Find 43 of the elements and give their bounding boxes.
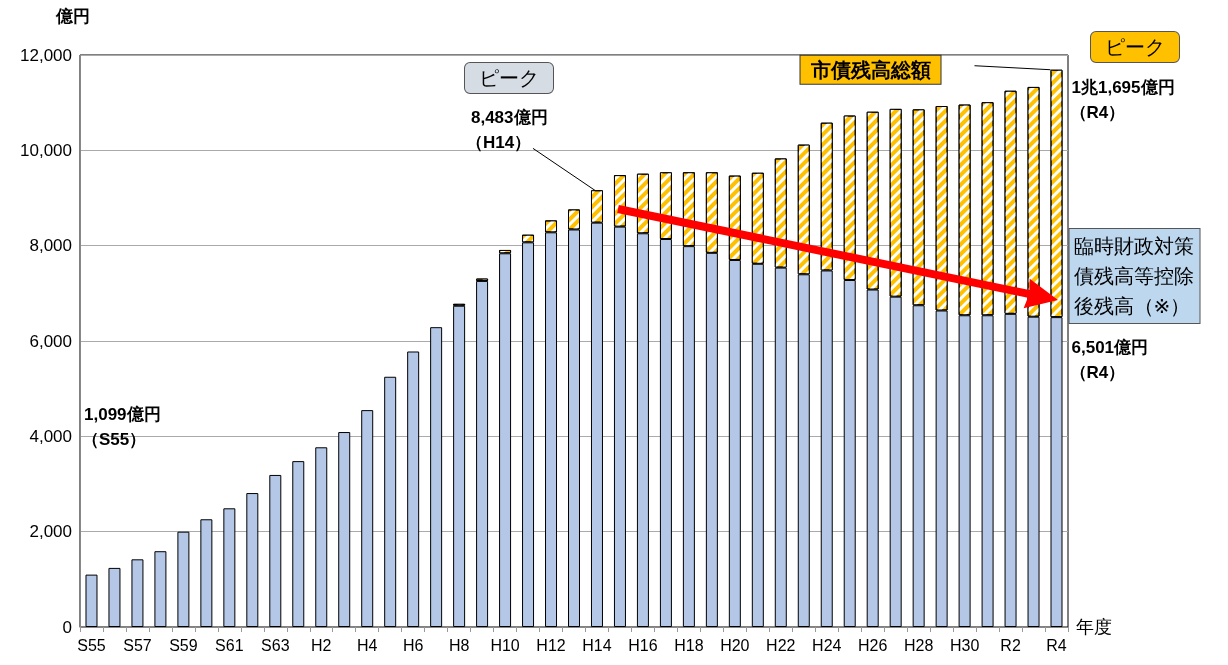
x-tick-label: H28 bbox=[903, 636, 934, 654]
annotation: ピーク bbox=[479, 67, 539, 89]
annotation: 1,099億円 bbox=[84, 404, 161, 424]
x-tick-label: H20 bbox=[720, 636, 750, 654]
x-tick-label: S55 bbox=[77, 636, 106, 654]
x-axis-title: 年度 bbox=[1076, 617, 1112, 637]
x-tick-label: S63 bbox=[261, 636, 290, 654]
x-tick-label: H16 bbox=[628, 636, 658, 654]
x-tick-label: H6 bbox=[402, 636, 424, 654]
y-tick-label: 0 bbox=[62, 617, 72, 637]
legend-label: 市債残高総額 bbox=[809, 58, 931, 81]
y-tick-label: 8,000 bbox=[29, 236, 72, 256]
x-tick-label: H2 bbox=[311, 636, 332, 654]
x-tick-label: S61 bbox=[215, 636, 244, 654]
y-tick-label: 4,000 bbox=[29, 426, 72, 446]
x-tick-label: H8 bbox=[448, 636, 470, 654]
x-tick-label: S57 bbox=[123, 636, 152, 654]
x-tick-label: H22 bbox=[766, 636, 796, 654]
y-axis-title: 億円 bbox=[55, 7, 90, 26]
y-tick-label: 12,000 bbox=[20, 45, 72, 65]
x-tick-label: H18 bbox=[674, 636, 704, 654]
x-tick-label: H4 bbox=[356, 636, 378, 654]
annotation: （H14） bbox=[466, 132, 532, 152]
series-label: 臨時財政対策債残高等控除後残高（※） bbox=[1073, 235, 1194, 318]
x-tick-label: H12 bbox=[536, 636, 566, 654]
x-tick-label: H10 bbox=[490, 636, 520, 654]
y-tick-label: 2,000 bbox=[29, 522, 72, 542]
x-tick-label: H30 bbox=[949, 636, 980, 654]
y-tick-label: 6,000 bbox=[29, 331, 72, 351]
text: ピーク bbox=[1105, 36, 1165, 58]
x-tick-label: R4 bbox=[1046, 636, 1067, 654]
annotation: 8,483億円 bbox=[470, 107, 548, 127]
annotation: （R4） bbox=[1069, 362, 1126, 382]
x-tick-label: H14 bbox=[582, 636, 612, 654]
annotation: 1兆1,695億円 bbox=[1071, 78, 1175, 98]
x-tick-label: S59 bbox=[169, 636, 198, 654]
annotation: （S55） bbox=[82, 429, 147, 449]
annotation: 6,501億円 bbox=[1071, 337, 1149, 357]
x-tick-label: H24 bbox=[812, 636, 842, 654]
x-tick-label: H26 bbox=[858, 636, 888, 654]
x-tick-label: R2 bbox=[1000, 636, 1021, 654]
annotation: （R4） bbox=[1069, 103, 1126, 123]
y-tick-label: 10,000 bbox=[20, 140, 72, 160]
